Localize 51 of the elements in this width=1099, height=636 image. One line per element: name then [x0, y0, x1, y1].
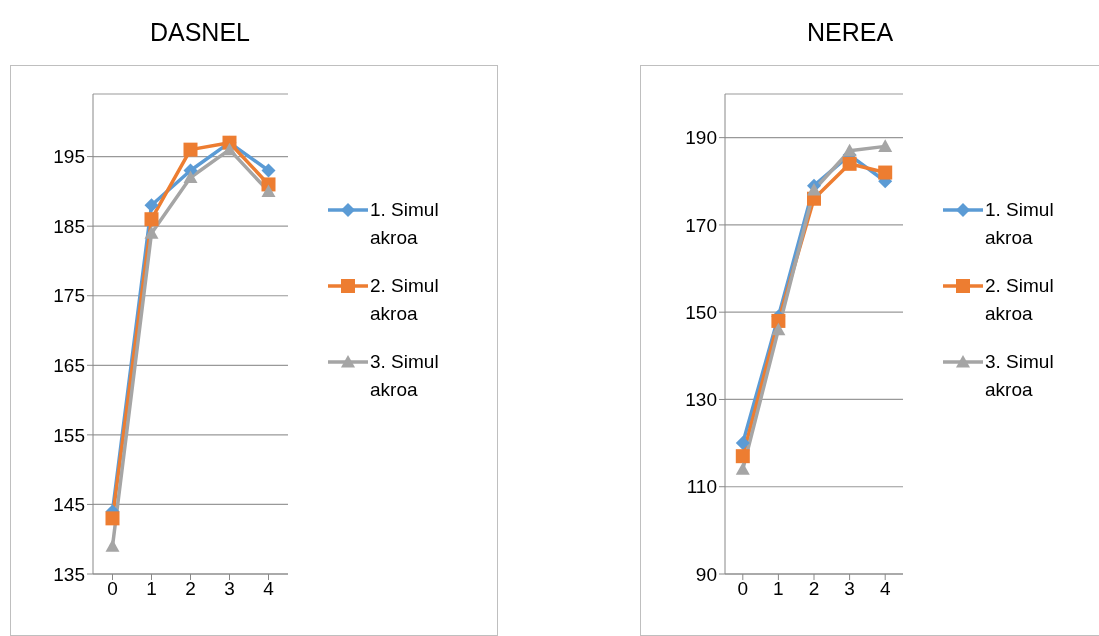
point: [261, 163, 276, 178]
point: [735, 449, 750, 464]
legend-label: 3. Simulakroa: [985, 350, 1055, 402]
chart-title: NEREA: [805, 18, 895, 47]
point: [878, 165, 893, 180]
x-tick-label: 4: [879, 578, 891, 600]
x-tick-label: 2: [808, 578, 820, 600]
x-tick-label: 3: [224, 578, 235, 600]
point: [144, 212, 159, 227]
point: [771, 322, 786, 336]
x-tick-label: 0: [737, 578, 749, 600]
point: [735, 462, 750, 475]
y-tick-label: 145: [53, 494, 85, 516]
y-tick-label: 130: [685, 389, 717, 411]
point: [771, 313, 786, 328]
point: [105, 539, 120, 552]
point: [105, 511, 120, 526]
y-tick-label: 165: [53, 355, 85, 377]
point: [222, 142, 237, 156]
point: [144, 226, 159, 239]
y-tick-label: 175: [53, 285, 85, 307]
x-tick-label: 2: [185, 578, 196, 600]
x-tick-label: 3: [844, 578, 855, 600]
y-tick-label: 185: [53, 215, 85, 237]
y-tick-label: 110: [686, 476, 717, 498]
y-tick-label: 90: [695, 563, 717, 585]
x-tick-label: 1: [773, 578, 784, 600]
x-tick-label: 1: [146, 578, 157, 600]
y-tick-label: 135: [53, 563, 85, 585]
legend-label: 1. Simulakroa: [370, 198, 440, 250]
legend-label: 1. Simulakroa: [985, 198, 1055, 250]
legend-label: 2. Simulakroa: [985, 274, 1055, 326]
y-tick-label: 195: [53, 146, 85, 168]
point: [842, 143, 857, 157]
y-tick-label: 155: [53, 424, 85, 446]
point: [183, 170, 198, 184]
point: [807, 183, 821, 196]
legend-label: 2. Simulakroa: [370, 274, 440, 326]
point: [183, 142, 198, 157]
legend-label: 3. Simulakroa: [370, 350, 440, 402]
point: [878, 139, 893, 152]
point: [144, 198, 159, 213]
point: [261, 184, 276, 197]
y-tick-label: 170: [685, 214, 717, 236]
chart-title: DASNEL: [148, 18, 251, 47]
point: [735, 436, 750, 451]
point: [842, 156, 857, 171]
y-tick-label: 190: [685, 127, 717, 149]
y-tick-label: 150: [685, 301, 717, 323]
x-tick-label: 4: [263, 578, 275, 600]
x-tick-label: 0: [107, 578, 118, 600]
